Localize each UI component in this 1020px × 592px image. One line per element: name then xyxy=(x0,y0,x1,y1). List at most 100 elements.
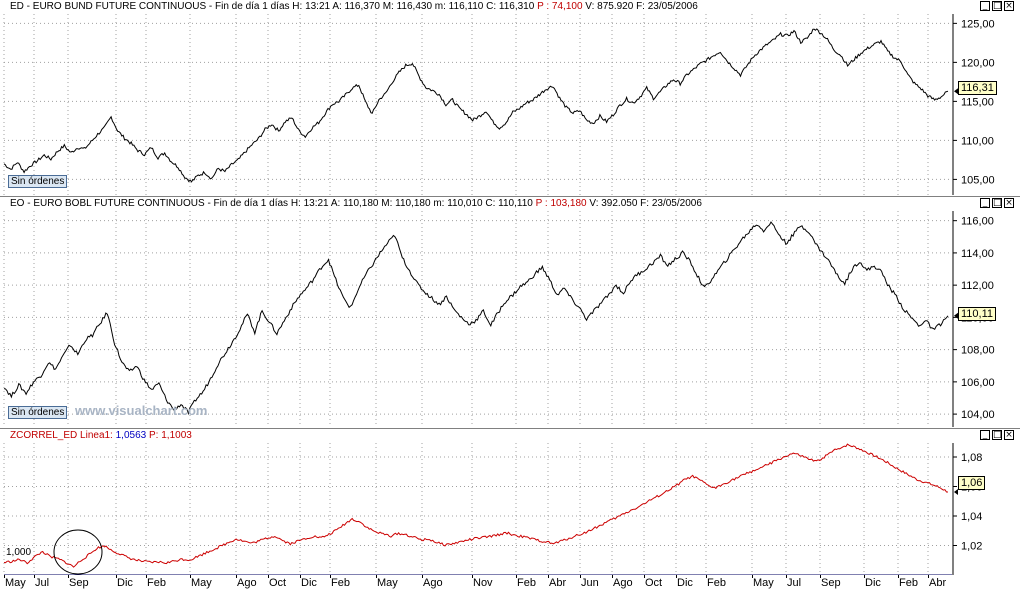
x-tick-label: Sep xyxy=(821,577,841,589)
x-tick-label: Jun xyxy=(581,577,599,589)
x-tick-mark xyxy=(190,575,191,578)
bobl-window-controls: _ □ × xyxy=(980,198,1014,208)
bund-symbol-name: ED - EURO BUND FUTURE CONTINUOUS xyxy=(10,1,207,12)
y-tick-label: 108,00 xyxy=(961,345,995,357)
bund-window-controls: _ □ × xyxy=(980,1,1014,11)
close-button[interactable]: × xyxy=(1004,198,1014,208)
x-tick-label: May xyxy=(191,577,212,589)
y-tick-label: 1,08 xyxy=(961,452,982,464)
zcorrel-last-value: 1,06 xyxy=(958,476,986,490)
bobl-header: EO - EURO BOBL FUTURE CONTINUOUS - Fin d… xyxy=(10,198,702,209)
bund-quote-info: - Fin de día 1 días H: 13:21 A: 116,370 … xyxy=(208,1,535,12)
bund-orders-badge[interactable]: Sin órdenes xyxy=(8,175,68,188)
last-value-marker-icon xyxy=(954,488,958,495)
x-tick-label: Dic xyxy=(117,577,133,589)
last-value-marker-icon xyxy=(954,312,958,319)
minimize-button[interactable]: _ xyxy=(980,430,990,440)
y-tick-label: 112,00 xyxy=(961,280,994,292)
maximize-button[interactable]: □ xyxy=(992,198,1002,208)
x-tick-mark xyxy=(898,575,899,578)
x-tick-label: Jul xyxy=(35,577,50,589)
x-tick-label: Oct xyxy=(269,577,287,589)
bobl-series-line xyxy=(3,221,949,415)
x-tick-label: Feb xyxy=(147,577,166,589)
y-tick-label: 120,00 xyxy=(961,57,995,69)
x-tick-mark xyxy=(928,575,929,578)
bund-plot: 125,00 120,00 115,00 110,00 105,00 xyxy=(3,14,995,195)
x-tick-label: Dic xyxy=(301,577,317,589)
maximize-button[interactable]: □ xyxy=(992,430,1002,440)
x-tick-mark xyxy=(820,575,821,578)
x-tick-label: Nov xyxy=(473,577,493,589)
x-tick-mark xyxy=(422,575,423,578)
bobl-quote-info: - Fin de día 1 días H: 13:21 A: 110,180 … xyxy=(207,198,533,209)
x-tick-mark xyxy=(752,575,753,578)
bund-panel: 125,00 120,00 115,00 110,00 105,00 ED - EURO… xyxy=(0,0,1020,197)
zcorrel-window-controls: _ □ × xyxy=(980,430,1014,440)
bobl-orders-badge[interactable]: Sin órdenes xyxy=(8,406,68,419)
last-value-marker-icon xyxy=(954,88,958,95)
bund-last-price: 116,31 xyxy=(958,81,997,95)
x-tick-mark xyxy=(236,575,237,578)
x-axis: May Jul Sep Dic Feb May Ago Oct Dic Feb May Ago Nov F… xyxy=(0,575,1020,592)
y-tick-label: 105,00 xyxy=(961,174,995,186)
bobl-panel: 116,00114,00112,00110,00108,00106,00104,… xyxy=(0,196,1020,429)
x-tick-label: Ago xyxy=(423,577,443,589)
bund-p-value: P : 74,100 xyxy=(537,1,583,12)
x-tick-label: Jul xyxy=(787,577,802,589)
y-tick-label: 115,00 xyxy=(961,96,994,108)
x-tick-mark xyxy=(268,575,269,578)
x-tick-mark xyxy=(330,575,331,578)
y-tick-label: 116,00 xyxy=(961,216,994,228)
watermark: www.visualchart.com xyxy=(75,403,208,418)
x-tick-label: Feb xyxy=(517,577,536,589)
zcorrel-line-label: Linea1: xyxy=(80,430,113,441)
zcorrel-line-value: 1,0563 xyxy=(115,430,147,441)
x-tick-label: Ago xyxy=(237,577,257,589)
y-tick-label: 104,00 xyxy=(961,409,995,421)
x-tick-label: May xyxy=(377,577,398,589)
bobl-p-value: P : 103,180 xyxy=(535,198,587,209)
y-tick-label: 114,00 xyxy=(961,248,994,260)
bobl-plot: 116,00114,00112,00110,00108,00106,00104,… xyxy=(3,211,995,427)
y-tick-label: 110,00 xyxy=(961,135,994,147)
x-tick-mark xyxy=(4,575,5,578)
minimize-button[interactable]: _ xyxy=(980,1,990,11)
x-tick-mark xyxy=(644,575,645,578)
x-tick-mark xyxy=(864,575,865,578)
bund-series-line xyxy=(3,28,949,183)
x-tick-mark xyxy=(706,575,707,578)
x-tick-mark xyxy=(116,575,117,578)
x-tick-label: Dic xyxy=(677,577,693,589)
zcorrel-p-value: P: 1,1003 xyxy=(149,430,192,441)
x-tick-mark xyxy=(376,575,377,578)
x-tick-mark xyxy=(612,575,613,578)
y-tick-label: 1,02 xyxy=(961,541,982,553)
x-tick-mark xyxy=(548,575,549,578)
zcorrel-indicator-name: ZCORREL_ED xyxy=(10,430,78,441)
annotation-circle[interactable] xyxy=(53,529,103,575)
maximize-button[interactable]: □ xyxy=(992,1,1002,11)
x-tick-label: Oct xyxy=(645,577,663,589)
x-tick-mark xyxy=(580,575,581,578)
bobl-symbol-name: EO - EURO BOBL FUTURE CONTINUOUS xyxy=(10,198,205,209)
close-button[interactable]: × xyxy=(1004,430,1014,440)
y-tick-label: 106,00 xyxy=(961,377,995,389)
zcorrel-series-line xyxy=(3,443,948,568)
x-tick-label: Abr xyxy=(929,577,947,589)
x-tick-label: May xyxy=(753,577,774,589)
x-tick-mark xyxy=(516,575,517,578)
zcorrel-header: ZCORREL_ED Linea1: 1,0563 P: 1,1003 xyxy=(10,430,192,441)
y-tick-label: 125,00 xyxy=(961,18,995,30)
x-tick-mark xyxy=(676,575,677,578)
x-tick-mark xyxy=(34,575,35,578)
bobl-last-price: 110,11 xyxy=(958,307,997,321)
x-tick-label: May xyxy=(5,577,26,589)
bund-volume-date: V: 875.920 F: 23/05/2006 xyxy=(585,1,698,12)
x-tick-mark xyxy=(146,575,147,578)
x-tick-label: Feb xyxy=(899,577,918,589)
minimize-button[interactable]: _ xyxy=(980,198,990,208)
close-button[interactable]: × xyxy=(1004,1,1014,11)
zcorrel-panel: 1,08 1,06 1,04 1,02 ZCORREL_ED Linea1: 1,05… xyxy=(0,428,1020,577)
x-tick-label: Abr xyxy=(549,577,567,589)
